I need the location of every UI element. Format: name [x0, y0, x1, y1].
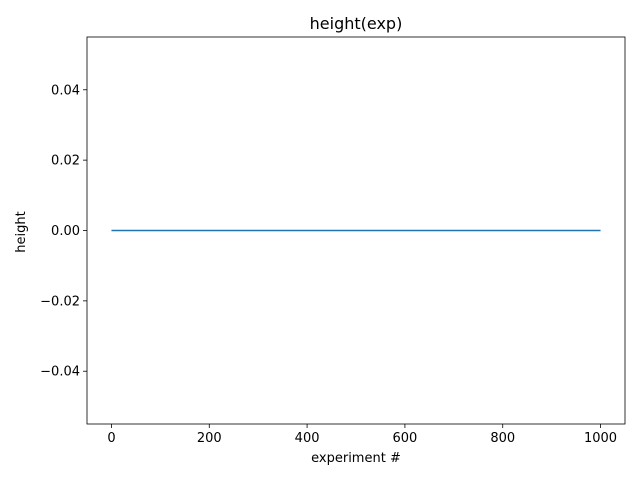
x-tick-label: 200: [197, 431, 222, 446]
y-tick-label: 0.04: [51, 83, 80, 98]
y-tick-label: 0.00: [51, 224, 80, 239]
chart-title: height(exp): [310, 14, 403, 33]
x-axis-ticks: 0 200 400 600 800 1000: [107, 424, 617, 446]
y-tick-label: −0.04: [40, 365, 80, 380]
x-tick-label: 800: [490, 431, 515, 446]
x-tick-label: 0: [107, 431, 115, 446]
x-tick-label: 400: [295, 431, 320, 446]
y-tick-label: −0.02: [40, 294, 80, 309]
x-tick-label: 1000: [584, 431, 617, 446]
y-axis-ticks: −0.04 −0.02 0.00 0.02 0.04: [40, 83, 87, 380]
x-axis-label: experiment #: [311, 451, 401, 466]
x-tick-label: 600: [392, 431, 417, 446]
y-axis-label: height: [14, 211, 29, 252]
y-tick-label: 0.02: [51, 154, 80, 169]
